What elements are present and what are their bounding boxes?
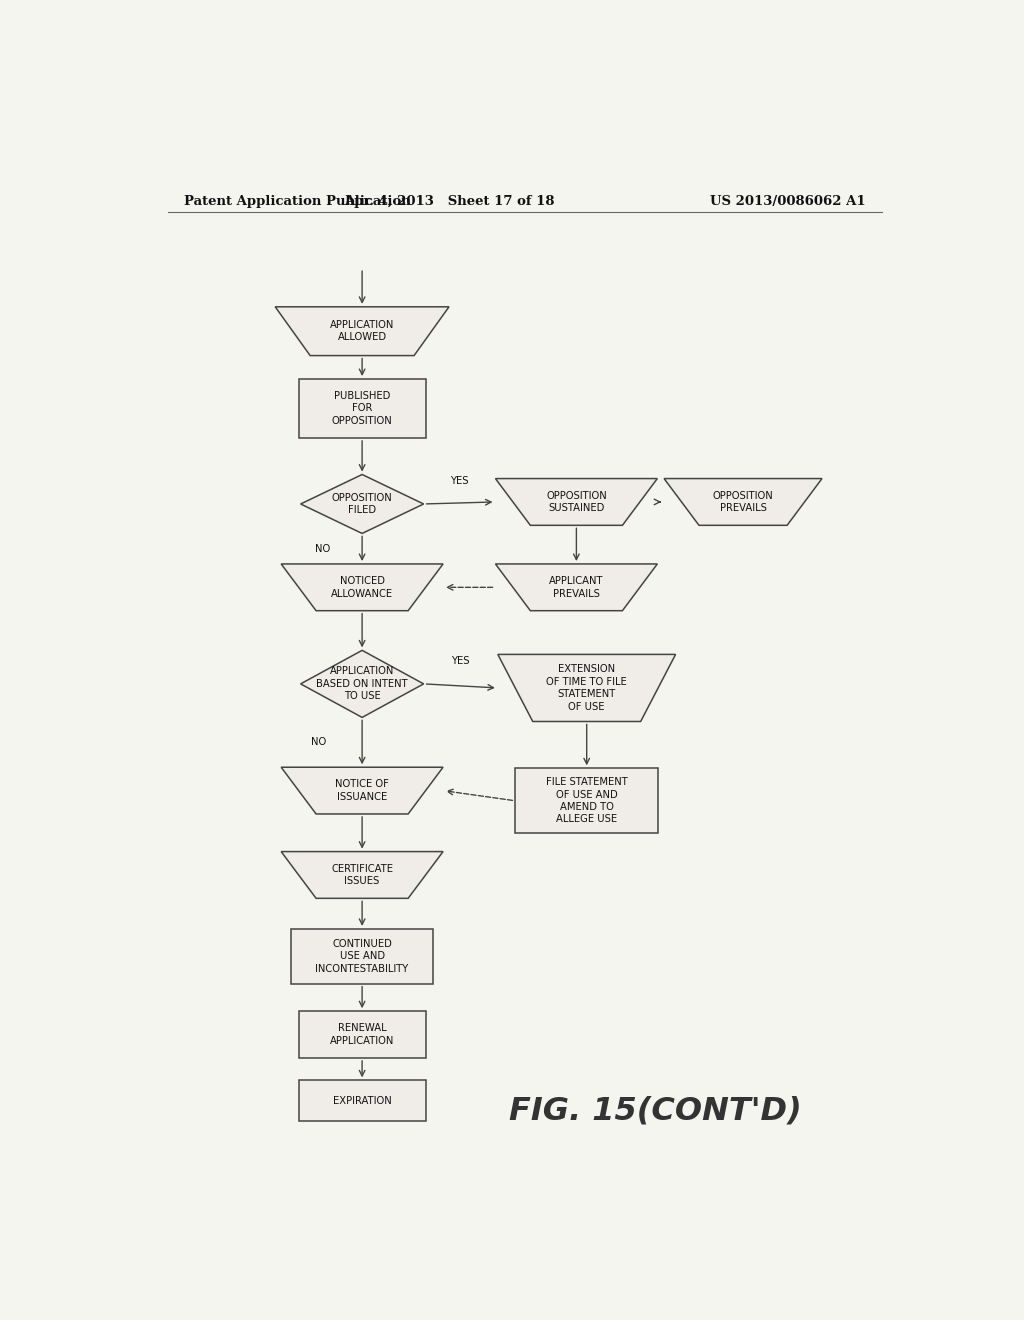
Polygon shape [301,651,424,718]
Text: EXPIRATION: EXPIRATION [333,1096,391,1106]
Polygon shape [496,479,657,525]
Polygon shape [496,564,657,611]
Text: FIG. 15(CONT'D): FIG. 15(CONT'D) [509,1096,802,1126]
Text: NOTICE OF
ISSUANCE: NOTICE OF ISSUANCE [335,779,389,801]
Polygon shape [282,564,443,611]
Polygon shape [665,479,822,525]
Bar [515,768,658,833]
Text: NO: NO [311,738,326,747]
Text: Apr. 4, 2013   Sheet 17 of 18: Apr. 4, 2013 Sheet 17 of 18 [344,194,555,207]
Text: CERTIFICATE
ISSUES: CERTIFICATE ISSUES [331,863,393,886]
Polygon shape [498,655,676,722]
Polygon shape [282,851,443,899]
Text: EXTENSION
OF TIME TO FILE
STATEMENT
OF USE: EXTENSION OF TIME TO FILE STATEMENT OF U… [547,664,627,711]
Text: APPLICANT
PREVAILS: APPLICANT PREVAILS [549,576,603,598]
Text: NO: NO [314,544,330,553]
Text: YES: YES [452,656,470,665]
Text: APPLICATION
BASED ON INTENT
TO USE: APPLICATION BASED ON INTENT TO USE [316,667,408,701]
Text: APPLICATION
ALLOWED: APPLICATION ALLOWED [330,319,394,342]
Bar [299,1080,426,1121]
Text: OPPOSITION
FILED: OPPOSITION FILED [332,492,392,515]
Bar [299,1011,426,1057]
Polygon shape [301,474,424,533]
Text: CONTINUED
USE AND
INCONTESTABILITY: CONTINUED USE AND INCONTESTABILITY [315,939,409,974]
Text: YES: YES [451,475,469,486]
Polygon shape [282,767,443,814]
Polygon shape [275,306,449,355]
Bar [292,929,433,983]
Bar [299,379,426,438]
Text: FILE STATEMENT
OF USE AND
AMEND TO
ALLEGE USE: FILE STATEMENT OF USE AND AMEND TO ALLEG… [546,777,628,825]
Text: RENEWAL
APPLICATION: RENEWAL APPLICATION [330,1023,394,1045]
Text: OPPOSITION
PREVAILS: OPPOSITION PREVAILS [713,491,773,513]
Text: OPPOSITION
SUSTAINED: OPPOSITION SUSTAINED [546,491,607,513]
Text: PUBLISHED
FOR
OPPOSITION: PUBLISHED FOR OPPOSITION [332,391,392,426]
Text: Patent Application Publication: Patent Application Publication [183,194,411,207]
Text: US 2013/0086062 A1: US 2013/0086062 A1 [711,194,866,207]
Text: NOTICED
ALLOWANCE: NOTICED ALLOWANCE [331,576,393,598]
